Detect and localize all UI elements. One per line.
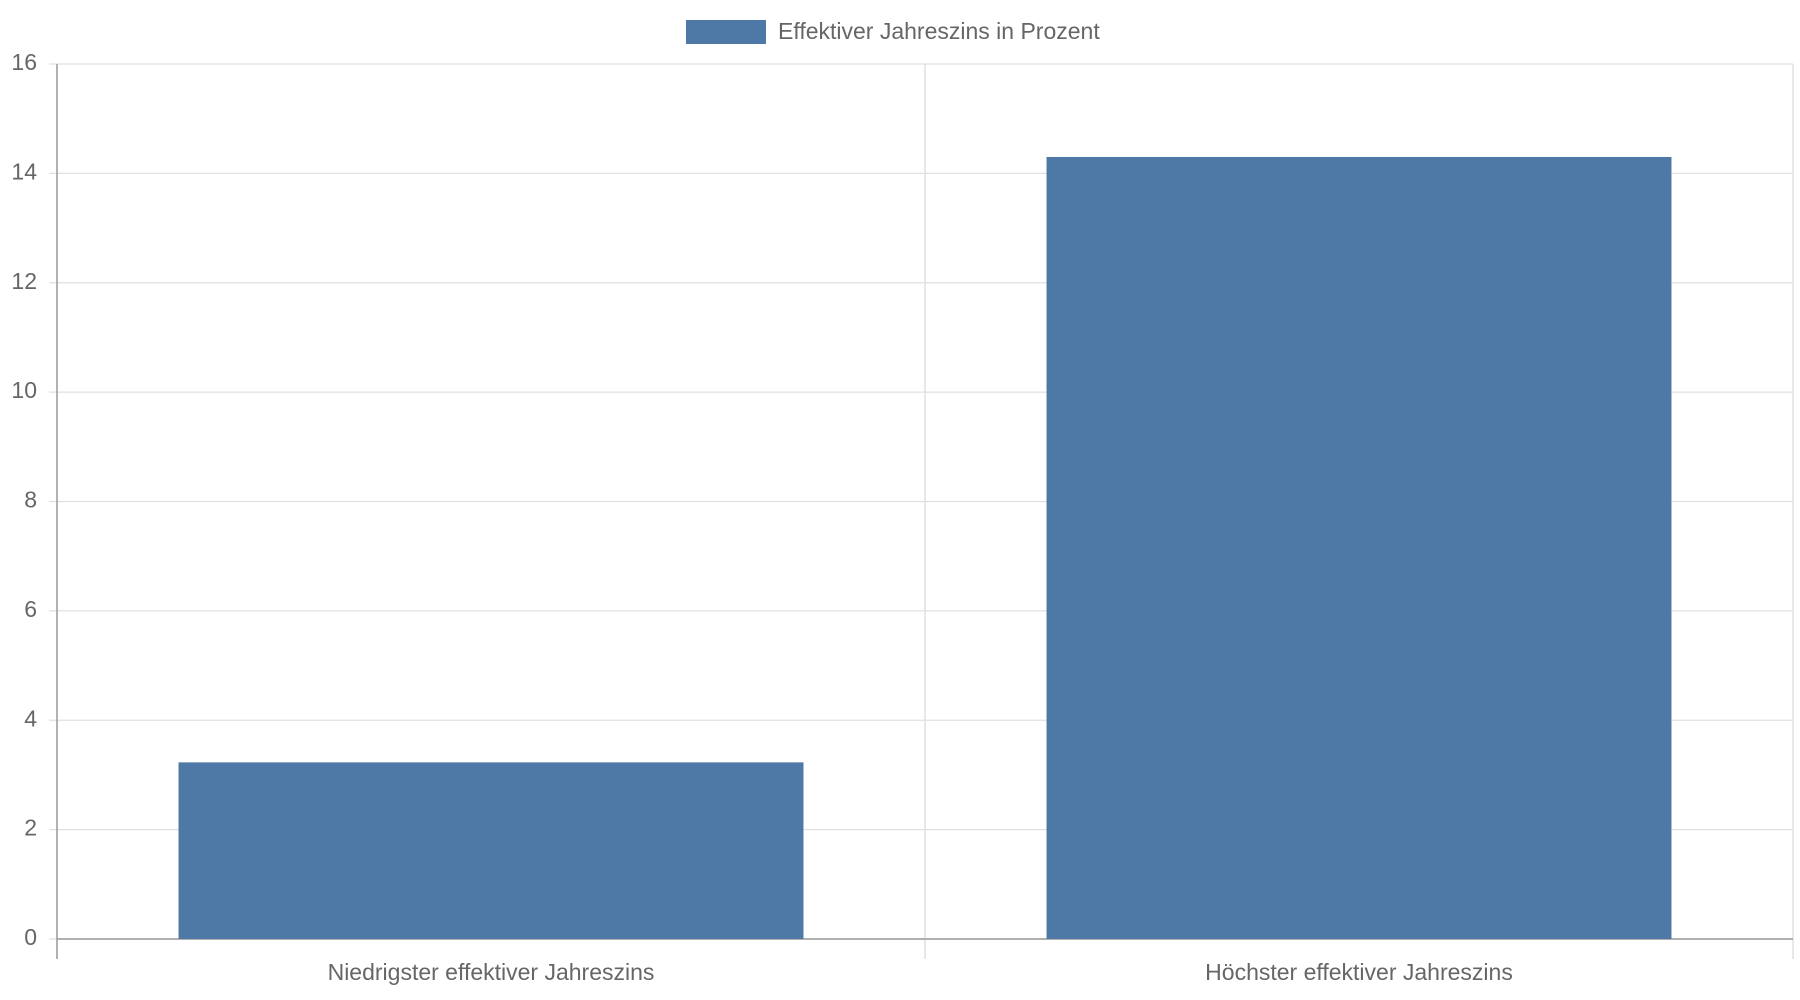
legend-swatch: [686, 20, 766, 44]
bar: [1046, 156, 1672, 939]
y-tick-label: 14: [11, 158, 37, 184]
y-tick-label: 16: [11, 49, 37, 75]
y-tick-label: 0: [24, 924, 37, 950]
bar: [178, 762, 804, 939]
legend-label: Effektiver Jahreszins in Prozent: [778, 18, 1100, 44]
y-tick-label: 8: [24, 487, 37, 513]
y-tick-label: 6: [24, 596, 37, 622]
x-tick-label: Niedrigster effektiver Jahreszins: [328, 959, 655, 985]
y-tick-label: 10: [11, 377, 37, 403]
legend-item: Effektiver Jahreszins in Prozent: [686, 18, 1100, 44]
y-tick-label: 4: [24, 705, 37, 731]
y-tick-label: 12: [11, 268, 37, 294]
y-tick-label: 2: [24, 815, 37, 841]
x-tick-label: Höchster effektiver Jahreszins: [1205, 959, 1513, 985]
